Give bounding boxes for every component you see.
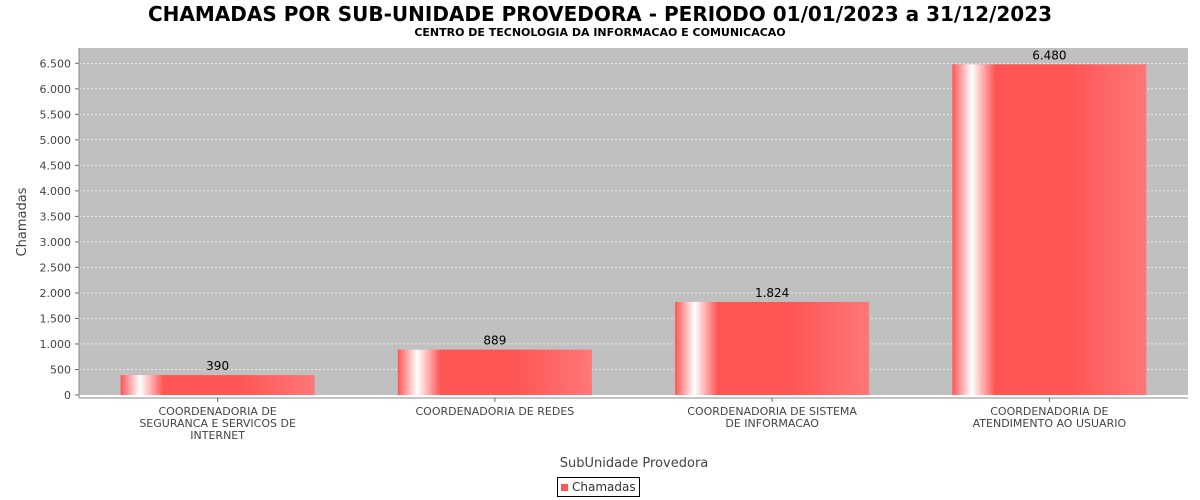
legend-label: Chamadas <box>572 480 636 494</box>
x-category-label: SEGURANCA E SERVICOS DE <box>139 417 296 430</box>
bar-value-label: 390 <box>206 359 229 373</box>
y-tick-label: 1.500 <box>40 312 72 325</box>
chart-subtitle: CENTRO DE TECNOLOGIA DA INFORMACAO E COM… <box>414 26 786 39</box>
x-category-label: COORDENADORIA DE <box>990 405 1108 418</box>
x-category-label: COORDENADORIA DE SISTEMA <box>687 405 857 418</box>
legend: Chamadas <box>557 477 640 497</box>
y-tick-label: 6.000 <box>40 83 72 96</box>
bar <box>952 64 1147 396</box>
bar-value-label: 6.480 <box>1032 48 1066 62</box>
x-category-label: ATENDIMENTO AO USUARIO <box>973 417 1127 430</box>
y-tick-label: 4.500 <box>40 159 72 172</box>
labels: 0 500 1.000 1.500 2.000 2.500 3.000 3.500 4.000 4… <box>40 48 1127 442</box>
bar <box>120 375 315 395</box>
bar-value-label: 1.824 <box>755 286 789 300</box>
y-tick-label: 2.000 <box>40 287 72 300</box>
y-tick-label: 0 <box>64 389 71 402</box>
x-category-label: COORDENADORIA DE <box>158 405 276 418</box>
axes <box>75 48 1188 402</box>
y-tick-label: 500 <box>50 363 71 376</box>
x-category-label: COORDENADORIA DE REDES <box>415 405 574 418</box>
bar <box>397 349 592 395</box>
y-tick-label: 5.000 <box>40 134 72 147</box>
y-tick-label: 3.500 <box>40 210 72 223</box>
x-category-label: INTERNET <box>190 429 245 442</box>
x-category-label: DE INFORMACAO <box>725 417 819 430</box>
y-tick-label: 5.500 <box>40 108 72 121</box>
y-tick-label: 1.000 <box>40 338 72 351</box>
bar-value-label: 889 <box>483 334 506 348</box>
y-tick-label: 2.500 <box>40 261 72 274</box>
y-tick-label: 3.000 <box>40 236 72 249</box>
bar <box>675 301 870 395</box>
y-tick-label: 6.500 <box>40 57 72 70</box>
chart-title: CHAMADAS POR SUB-UNIDADE PROVEDORA - PER… <box>147 2 1053 26</box>
y-axis-label: Chamadas <box>15 187 30 256</box>
legend-swatch <box>561 483 568 491</box>
x-axis-label: SubUnidade Provedora <box>560 456 709 471</box>
bars <box>120 64 1147 396</box>
y-tick-label: 4.000 <box>40 185 72 198</box>
